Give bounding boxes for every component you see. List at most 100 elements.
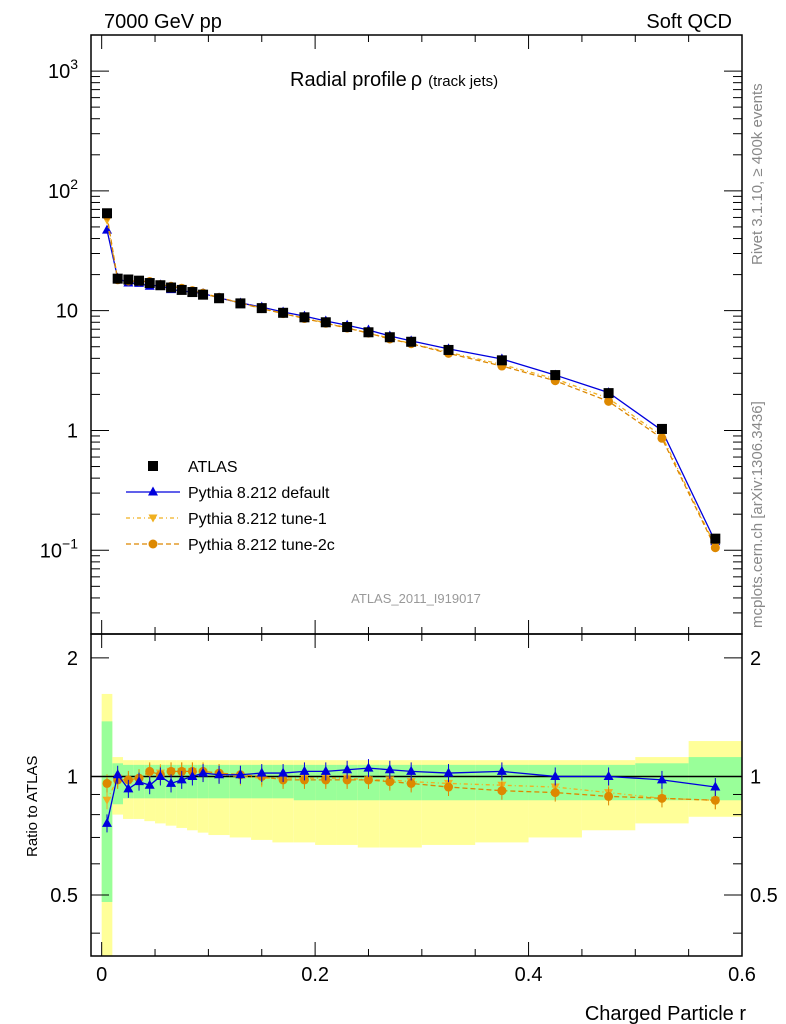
- legend: ATLAS Pythia 8.212 default Pythia 8.212 tu…: [126, 459, 335, 554]
- plot-title-suffix: (track jets): [428, 73, 498, 90]
- data-point-0: [384, 332, 395, 343]
- legend-label: Pythia 8.212 default: [188, 485, 330, 502]
- ratio-tick-label-left: 1: [67, 766, 78, 788]
- data-point-3: [710, 543, 720, 553]
- axes-layer: 0 0.2 0.4 0.6 10−1 1 10 102 103 0.5 0.5 1 1 2 2: [40, 34, 778, 986]
- data-point-0: [155, 280, 166, 291]
- data-point-0: [603, 388, 614, 399]
- x-tick-label: 0.4: [515, 964, 543, 986]
- data-point-0: [256, 303, 267, 314]
- ratio-point-0: [198, 767, 209, 777]
- ratio-point-0: [443, 767, 454, 777]
- data-point-0: [656, 423, 667, 434]
- data-point-3: [657, 433, 667, 443]
- ratio-tick-label-right: 2: [750, 648, 761, 670]
- ratio-point-0: [342, 764, 353, 774]
- y-tick-label: 10−1: [40, 535, 78, 562]
- ratio-point-2: [497, 786, 507, 796]
- ratio-point-0: [656, 774, 667, 784]
- ratio-point-2: [166, 766, 176, 776]
- x-axis-label: Charged Particle r: [585, 1003, 747, 1024]
- ratio-point-0: [710, 781, 721, 791]
- data-point-0: [214, 293, 225, 304]
- data-point-0: [443, 344, 454, 355]
- data-point-0: [134, 275, 145, 286]
- data-point-0: [176, 284, 187, 295]
- data-point-0: [187, 287, 198, 298]
- data-point-0: [496, 355, 507, 366]
- x-tick-label: 0.6: [728, 964, 756, 986]
- legend-marker: [148, 514, 158, 523]
- band-stat: [101, 721, 113, 902]
- data-point-0: [123, 274, 134, 285]
- ratio-point-0: [363, 762, 374, 772]
- ratio-point-0: [214, 769, 225, 779]
- data-point-0: [102, 208, 113, 219]
- ratio-point-0: [235, 769, 246, 779]
- data-point-0: [235, 298, 246, 309]
- ratio-point-0: [155, 770, 166, 780]
- ratio-point-2: [550, 788, 560, 798]
- ratio-tick-label-right: 1: [750, 766, 761, 788]
- ratio-point-0: [187, 770, 198, 780]
- data-point-0: [550, 370, 561, 381]
- ratio-point-2: [102, 778, 112, 788]
- data-point-0: [363, 327, 374, 338]
- data-point-0: [112, 273, 123, 284]
- ratio-point-0: [384, 764, 395, 774]
- rivet-label: Rivet 3.1.10, ≥ 400k events: [749, 83, 766, 265]
- x-tick-label: 0: [96, 964, 107, 986]
- legend-marker: [148, 539, 158, 549]
- ratio-uncertainty-bands: [91, 693, 742, 956]
- legend-label: Pythia 8.212 tune-2c: [188, 537, 335, 554]
- ratio-line-2: [106, 770, 716, 801]
- ratio-point-0: [102, 817, 113, 827]
- ratio-ylabel: Ratio to ATLAS: [24, 756, 41, 857]
- ratio-point-0: [176, 774, 187, 784]
- plot-title-symbol: ρ: [411, 69, 422, 91]
- x-tick-label: 0.2: [301, 964, 329, 986]
- y-tick-label: 1: [67, 420, 78, 442]
- analysis-id: ATLAS_2011_I919017: [351, 591, 481, 606]
- data-point-0: [299, 312, 310, 323]
- ratio-point-2: [363, 775, 373, 785]
- data-point-0: [278, 307, 289, 318]
- data-point-0: [198, 289, 209, 300]
- ratio-tick-label-right: 0.5: [750, 885, 778, 907]
- header-left: 7000 GeV pp: [104, 11, 222, 33]
- data-point-0: [710, 533, 721, 544]
- ratio-point-2: [342, 775, 352, 785]
- data-point-1: [102, 224, 113, 234]
- ratio-point-0: [406, 765, 417, 775]
- ratio-series-layer: [102, 759, 721, 833]
- ratio-point-0: [299, 765, 310, 775]
- ratio-frame: [90, 633, 743, 957]
- data-point-3: [604, 396, 614, 406]
- ratio-point-0: [496, 765, 507, 775]
- ratio-line-1: [106, 770, 716, 801]
- ratio-point-2: [385, 777, 395, 787]
- ratio-point-0: [134, 776, 145, 786]
- ratio-point-2: [444, 782, 454, 792]
- ratio-point-0: [166, 777, 177, 787]
- main-series-layer: [102, 208, 721, 553]
- data-point-0: [320, 317, 331, 328]
- y-tick-label: 103: [48, 56, 78, 83]
- legend-label: Pythia 8.212 tune-1: [188, 511, 327, 528]
- header-right: Soft QCD: [646, 11, 732, 33]
- legend-label: ATLAS: [188, 459, 238, 476]
- ratio-point-2: [657, 793, 667, 803]
- ratio-point-0: [550, 770, 561, 780]
- ratio-point-2: [406, 778, 416, 788]
- plot-title-main: Radial profile: [290, 69, 407, 91]
- ratio-point-0: [278, 767, 289, 777]
- data-point-0: [406, 336, 417, 347]
- ratio-point-2: [604, 791, 614, 801]
- ratio-tick-label-left: 2: [67, 648, 78, 670]
- data-point-0: [144, 278, 155, 289]
- legend-marker: [148, 461, 158, 471]
- ratio-tick-label-left: 0.5: [50, 885, 78, 907]
- y-tick-label: 102: [48, 176, 78, 203]
- ratio-point-2: [710, 795, 720, 805]
